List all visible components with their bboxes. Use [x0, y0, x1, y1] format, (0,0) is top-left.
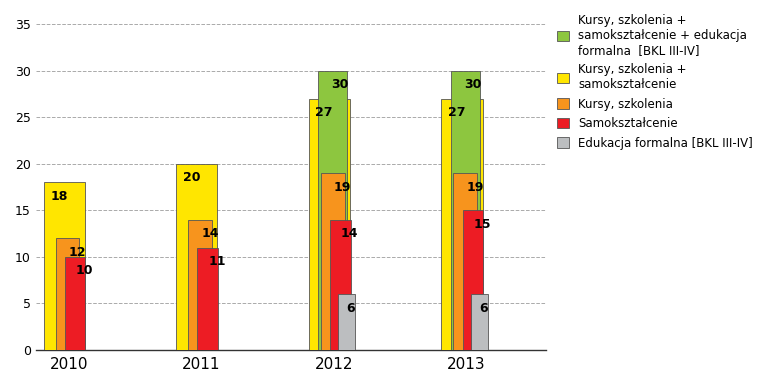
Bar [321, 173, 345, 350]
Bar [188, 220, 212, 350]
Bar [338, 294, 355, 350]
Bar [451, 70, 480, 350]
Bar [44, 182, 85, 350]
Text: 19: 19 [467, 180, 484, 194]
Text: 27: 27 [315, 106, 333, 119]
Bar [463, 210, 483, 350]
Text: 6: 6 [479, 301, 488, 315]
Bar [65, 257, 85, 350]
Text: 30: 30 [331, 78, 349, 91]
Text: 14: 14 [201, 227, 219, 240]
Text: 11: 11 [208, 255, 225, 268]
Bar [55, 238, 79, 350]
Text: 20: 20 [183, 171, 201, 184]
Text: 19: 19 [334, 180, 351, 194]
Text: 30: 30 [464, 78, 481, 91]
Text: 14: 14 [341, 227, 358, 240]
Bar [176, 164, 218, 350]
Text: 27: 27 [448, 106, 465, 119]
Bar [471, 294, 488, 350]
Text: 12: 12 [69, 246, 86, 259]
Bar [454, 173, 478, 350]
Text: 6: 6 [347, 301, 355, 315]
Text: 18: 18 [50, 190, 68, 203]
Legend: Kursy, szkolenia +
samokształcenie + edukacja
formalna  [BKL III-IV], Kursy, szk: Kursy, szkolenia + samokształcenie + edu… [558, 14, 753, 149]
Bar [198, 248, 218, 350]
Bar [309, 99, 350, 350]
Bar [441, 99, 482, 350]
Text: 10: 10 [75, 264, 93, 277]
Bar [330, 220, 351, 350]
Text: 15: 15 [473, 218, 491, 231]
Bar [318, 70, 348, 350]
